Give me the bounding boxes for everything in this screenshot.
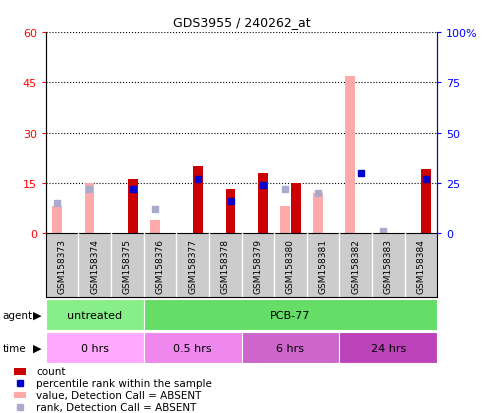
Bar xyxy=(144,299,437,330)
Bar xyxy=(85,183,94,233)
Bar xyxy=(46,299,144,330)
Bar xyxy=(313,193,323,233)
Text: GSM158378: GSM158378 xyxy=(221,238,230,293)
Text: GSM158376: GSM158376 xyxy=(156,238,165,293)
Bar xyxy=(150,220,159,233)
Text: ▶: ▶ xyxy=(33,343,42,353)
Bar xyxy=(258,173,268,233)
Bar xyxy=(52,206,62,233)
Text: 6 hrs: 6 hrs xyxy=(276,343,304,353)
Text: ▶: ▶ xyxy=(33,310,42,320)
Bar xyxy=(144,332,242,363)
Text: agent: agent xyxy=(2,310,32,320)
Text: percentile rank within the sample: percentile rank within the sample xyxy=(36,378,212,388)
Bar xyxy=(226,190,236,233)
Text: value, Detection Call = ABSENT: value, Detection Call = ABSENT xyxy=(36,390,201,400)
Text: 0.5 hrs: 0.5 hrs xyxy=(173,343,212,353)
Text: time: time xyxy=(2,343,26,353)
Text: GSM158377: GSM158377 xyxy=(188,238,197,293)
Text: count: count xyxy=(36,366,65,376)
Bar xyxy=(193,166,203,233)
Text: 0 hrs: 0 hrs xyxy=(81,343,109,353)
Text: GSM158373: GSM158373 xyxy=(57,238,67,293)
Text: untreated: untreated xyxy=(67,310,122,320)
Bar xyxy=(291,183,301,233)
Bar xyxy=(242,332,339,363)
Text: GSM158382: GSM158382 xyxy=(351,238,360,293)
Bar xyxy=(339,332,437,363)
Text: GSM158375: GSM158375 xyxy=(123,238,132,293)
Bar xyxy=(128,180,138,233)
Text: PCB-77: PCB-77 xyxy=(270,310,311,320)
Bar xyxy=(14,368,27,375)
Text: GSM158380: GSM158380 xyxy=(286,238,295,293)
Bar xyxy=(14,392,27,399)
Bar xyxy=(280,206,290,233)
Text: GDS3955 / 240262_at: GDS3955 / 240262_at xyxy=(173,16,310,29)
Text: GSM158383: GSM158383 xyxy=(384,238,393,293)
Text: rank, Detection Call = ABSENT: rank, Detection Call = ABSENT xyxy=(36,402,196,412)
Text: GSM158384: GSM158384 xyxy=(416,238,426,293)
Text: GSM158379: GSM158379 xyxy=(253,238,262,293)
Bar xyxy=(345,76,355,233)
Text: GSM158374: GSM158374 xyxy=(90,238,99,293)
Text: GSM158381: GSM158381 xyxy=(318,238,327,293)
Bar xyxy=(421,170,431,233)
Bar xyxy=(46,332,144,363)
Text: 24 hrs: 24 hrs xyxy=(370,343,406,353)
